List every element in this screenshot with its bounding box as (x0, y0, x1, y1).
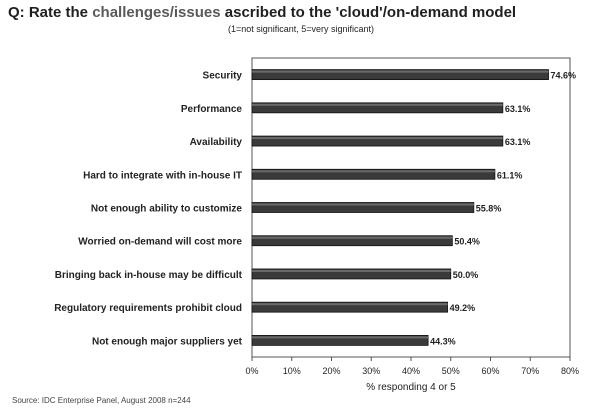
category-label: Availability (190, 137, 243, 148)
data-label: 63.1% (505, 137, 531, 147)
data-label: 50.4% (454, 237, 480, 247)
category-label: Not enough major suppliers yet (92, 336, 243, 347)
bar-highlight (252, 203, 474, 206)
x-tick-label: 30% (362, 366, 380, 376)
data-label: 44.3% (430, 336, 456, 346)
data-label: 49.2% (450, 303, 476, 313)
bar-highlight (252, 170, 495, 173)
bar-highlight (252, 70, 549, 73)
bar-highlight (252, 137, 503, 140)
chart-title-highlight: challenges/issues (92, 4, 221, 21)
bar (251, 168, 496, 180)
x-axis-label: % responding 4 or 5 (366, 382, 456, 393)
x-tick-label: 50% (442, 366, 460, 376)
category-label: Regulatory requirements prohibit cloud (54, 303, 242, 314)
bar-highlight (252, 336, 429, 339)
category-label: Bringing back in-house may be difficult (55, 270, 243, 281)
x-tick-label: 20% (322, 366, 340, 376)
x-tick-label: 80% (561, 366, 579, 376)
bar-highlight (252, 236, 453, 239)
x-tick-label: 60% (481, 366, 499, 376)
bar (251, 301, 448, 313)
chart-title: Q: Rate the challenges/issues ascribed t… (8, 4, 602, 21)
data-label: 63.1% (505, 104, 531, 114)
bar (251, 102, 504, 114)
x-tick-label: 10% (283, 366, 301, 376)
bar (251, 235, 453, 247)
category-label: Hard to integrate with in-house IT (83, 170, 242, 181)
bar (251, 69, 549, 81)
chart-title-suffix: ascribed to the 'cloud'/on-demand model (220, 4, 517, 21)
bar-highlight (252, 269, 451, 272)
source-note: Source: IDC Enterprise Panel, August 200… (12, 396, 191, 405)
bar (251, 268, 452, 280)
bar (251, 334, 429, 346)
x-tick-label: 70% (521, 366, 539, 376)
chart-title-prefix: Q: Rate the (8, 4, 93, 21)
bar-highlight (252, 103, 503, 106)
category-label: Not enough ability to customize (91, 204, 243, 215)
category-label: Performance (181, 104, 243, 115)
category-label: Security (203, 71, 243, 82)
x-tick-label: 0% (245, 366, 258, 376)
data-label: 55.8% (476, 204, 502, 214)
bar-highlight (252, 303, 448, 306)
category-label: Worried on-demand will cost more (78, 237, 242, 248)
data-label: 61.1% (497, 170, 523, 180)
chart-subtitle: (1=not significant, 5=very significant) (227, 24, 375, 34)
bar (251, 135, 504, 147)
data-label: 50.0% (453, 270, 479, 280)
x-tick-label: 40% (402, 366, 420, 376)
bar (251, 202, 475, 213)
data-label: 74.6% (551, 71, 577, 81)
